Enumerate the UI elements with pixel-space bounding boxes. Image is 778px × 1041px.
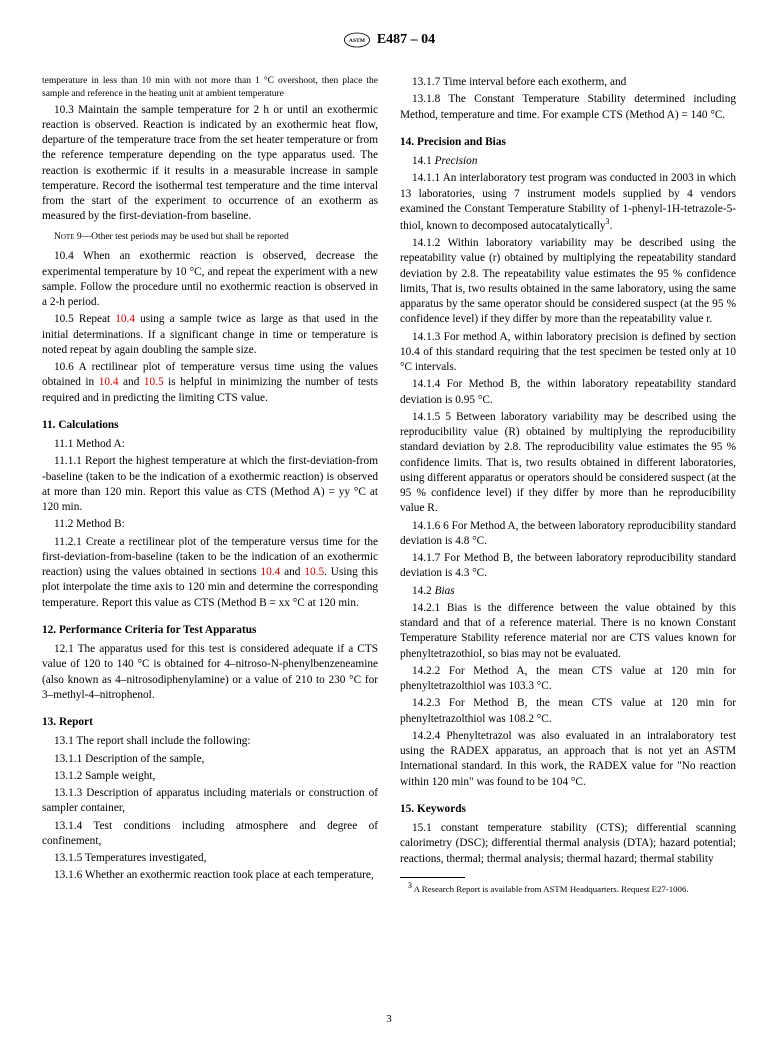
paragraph: 14.1.2 Within laboratory variability may… [400, 236, 736, 328]
subheading: 14.1 Precision [400, 154, 736, 169]
note: Note 9—Other test periods may be used bu… [42, 231, 378, 244]
paragraph: 11.1.1 Report the highest temperature at… [42, 454, 378, 515]
cross-ref-link[interactable]: 10.4 [115, 313, 135, 325]
paragraph: 10.4 When an exothermic reaction is obse… [42, 249, 378, 310]
astm-logo-icon: ASTM [343, 28, 371, 52]
paragraph: 14.1.1 An interlaboratory test program w… [400, 171, 736, 234]
paragraph: 10.3 Maintain the sample temperature for… [42, 103, 378, 225]
text: 14.1.1 An interlaboratory test program w… [400, 172, 736, 232]
paragraph: temperature in less than 10 min with not… [42, 75, 378, 101]
page-number: 3 [0, 1013, 778, 1025]
paragraph: 15.1 constant temperature stability (CTS… [400, 821, 736, 867]
body-columns: temperature in less than 10 min with not… [42, 75, 736, 896]
paragraph: 13.1.7 Time interval before each exother… [400, 75, 736, 90]
paragraph: 14.1.7 For Method B, the between laborat… [400, 551, 736, 582]
paragraph: 14.2.2 For Method A, the mean CTS value … [400, 664, 736, 695]
paragraph: 13.1.8 The Constant Temperature Stabilit… [400, 92, 736, 123]
paragraph: 11.2 Method B: [42, 517, 378, 532]
paragraph: 13.1 The report shall include the follow… [42, 734, 378, 749]
cross-ref-link[interactable]: 10.5 [304, 566, 324, 578]
section-heading: 15. Keywords [400, 802, 736, 817]
text: and [119, 376, 144, 388]
paragraph: 14.1.6 6 For Method A, the between labor… [400, 519, 736, 550]
paragraph: 14.2.4 Phenyltetrazol was also evaluated… [400, 729, 736, 790]
cross-ref-link[interactable]: 10.5 [144, 376, 164, 388]
text: Precision [435, 155, 478, 167]
section-heading: 13. Report [42, 715, 378, 730]
paragraph: 10.6 A rectilinear plot of temperature v… [42, 360, 378, 406]
paragraph: 13.1.5 Temperatures investigated, [42, 851, 378, 866]
section-heading: 14. Precision and Bias [400, 135, 736, 150]
text: . [610, 220, 613, 232]
text: 10.5 Repeat [54, 313, 115, 325]
paragraph: 13.1.4 Test conditions including atmosph… [42, 819, 378, 850]
note-label: Note [54, 232, 74, 242]
paragraph: 12.1 The apparatus used for this test is… [42, 642, 378, 703]
paragraph: 13.1.1 Description of the sample, [42, 752, 378, 767]
cross-ref-link[interactable]: 10.4 [260, 566, 280, 578]
paragraph: 13.1.2 Sample weight, [42, 769, 378, 784]
note-text: 9—Other test periods may be used but sha… [74, 232, 288, 242]
section-heading: 12. Performance Criteria for Test Appara… [42, 623, 378, 638]
subheading: 14.2 Bias [400, 584, 736, 599]
paragraph: 14.1.5 5 Between laboratory variability … [400, 410, 736, 517]
svg-text:ASTM: ASTM [349, 38, 366, 44]
paragraph: 13.1.3 Description of apparatus includin… [42, 786, 378, 817]
paragraph: 14.1.3 For method A, within laboratory p… [400, 330, 736, 376]
paragraph: 10.5 Repeat 10.4 using a sample twice as… [42, 312, 378, 358]
footnote-block: 3 A Research Report is available from AS… [400, 877, 736, 896]
text: Bias [435, 585, 455, 597]
page-header: ASTM E487 – 04 [42, 28, 736, 57]
paragraph: 14.2.3 For Method B, the mean CTS value … [400, 696, 736, 727]
section-heading: 11. Calculations [42, 418, 378, 433]
paragraph: 11.2.1 Create a rectilinear plot of the … [42, 535, 378, 611]
standard-id: E487 – 04 [377, 32, 435, 48]
paragraph: 13.1.6 Whether an exothermic reaction to… [42, 868, 378, 883]
footnote: 3 A Research Report is available from AS… [400, 881, 736, 896]
footnote-text: A Research Report is available from ASTM… [412, 884, 689, 894]
cross-ref-link[interactable]: 10.4 [99, 376, 119, 388]
text: and [280, 566, 304, 578]
paragraph: 14.1.4 For Method B, the within laborato… [400, 377, 736, 408]
paragraph: 14.2.1 Bias is the difference between th… [400, 601, 736, 662]
footnote-separator [400, 877, 465, 878]
paragraph: 11.1 Method A: [42, 437, 378, 452]
